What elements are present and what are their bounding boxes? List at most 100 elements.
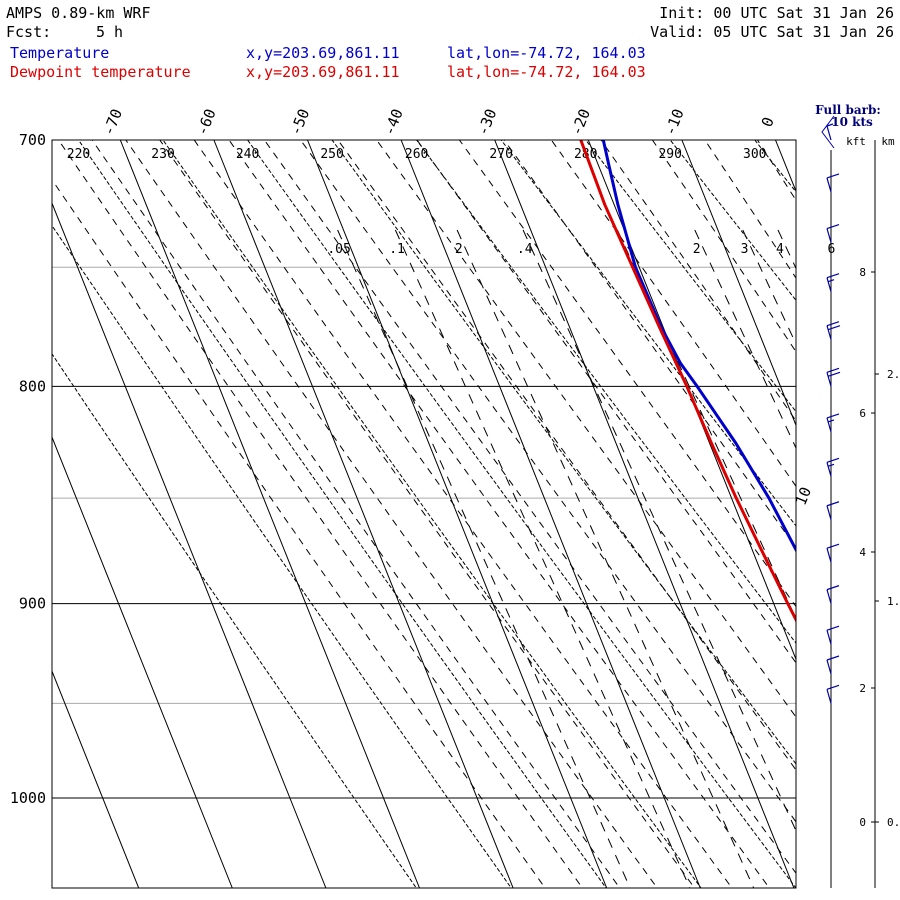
temperature-tick-label: -10 <box>661 106 688 138</box>
km-tick-label: 0. <box>887 816 900 829</box>
isotherm <box>775 140 796 193</box>
dry-adiabat <box>52 224 512 888</box>
mixing-ratio-label: .05 <box>327 242 350 257</box>
mixing-ratio-line <box>830 230 900 888</box>
kft-tick-label: 0 <box>859 816 866 829</box>
kft-tick-label: 6 <box>859 407 866 420</box>
isotherm <box>52 435 233 888</box>
temperature-tick-label: -40 <box>380 106 407 138</box>
wind-barb <box>826 223 840 243</box>
temperature-profile <box>601 140 796 554</box>
mixing-ratio-line <box>456 229 755 888</box>
legend-dewpoint-xy: x,y=203.69,861.11 <box>246 63 400 81</box>
isotherm <box>494 140 795 888</box>
isotherm <box>587 140 796 661</box>
wind-barb-flag <box>826 367 840 373</box>
temperature-tick-label: -70 <box>99 106 126 138</box>
dewpoint-profile <box>579 140 796 623</box>
mixing-ratio-label: .1 <box>389 242 405 257</box>
legend-temperature-latlon: lat,lon=-74.72, 164.03 <box>447 44 646 62</box>
isotherm <box>213 140 514 888</box>
moist-adiabat <box>651 140 796 353</box>
moist-adiabat <box>91 140 621 888</box>
temperature-tick-label: -20 <box>567 106 594 138</box>
skewt-grid-labels: 700 800 900 1000 -70 -60 -50 -40 -30 -20 -10 0 10 220… <box>10 106 835 807</box>
wind-barb <box>826 321 841 340</box>
forecast-label: Fcst: <box>6 23 52 41</box>
mixing-ratio-line <box>522 229 796 832</box>
mixing-ratio-line <box>694 229 796 450</box>
kft-tick-label: 4 <box>859 546 866 559</box>
wind-barb-flag <box>826 543 840 549</box>
km-tick-label: 1. <box>887 595 900 608</box>
dry-adiabat <box>77 140 607 888</box>
wind-barb-staff <box>826 325 832 340</box>
wind-barb-staff <box>826 659 832 675</box>
wind-barb <box>826 655 840 675</box>
wind-barb-flag <box>827 371 841 377</box>
mixing-ratio-label: 2 <box>693 242 701 257</box>
pressure-tick-label: 700 <box>19 131 46 149</box>
wind-barb-staff <box>826 277 832 292</box>
legend-dewpoint-name: Dewpoint temperature <box>10 63 191 81</box>
wind-barb-staff <box>826 125 832 141</box>
moist-adiabat <box>704 140 796 279</box>
plot-frame <box>51 139 797 889</box>
pressure-tick-label: 1000 <box>10 789 46 807</box>
wind-barb-staff <box>826 462 832 477</box>
wind-barb-panel: Full barb:10 kts kft km 8 6 4 2 0 2. 1. 0. <box>815 103 900 888</box>
wind-barb <box>826 543 840 563</box>
wind-barb-staff <box>826 548 832 563</box>
wind-barb-half-flag <box>826 123 834 127</box>
moist-adiabat <box>337 140 796 771</box>
legend-barb <box>821 115 835 149</box>
mixing-ratio-label: 2 <box>455 242 463 257</box>
wind-barb-half-flag <box>827 419 835 423</box>
temperature-tick-label: -60 <box>193 106 220 138</box>
mixing-ratio-label: .4 <box>517 242 533 257</box>
wind-barb-staff <box>826 505 832 520</box>
km-axis-label: km <box>881 135 895 148</box>
dry-adiabat <box>415 140 796 644</box>
wind-panel-title: Full barb: <box>815 103 881 117</box>
moist-adiabat <box>299 140 796 823</box>
mixing-ratio-line <box>337 229 631 888</box>
dry-adiabat <box>162 140 702 888</box>
temperature-tick-label: 0 <box>758 115 778 130</box>
isotherm <box>400 140 701 888</box>
dry-adiabat <box>331 140 796 765</box>
dry-adiabat <box>754 140 796 193</box>
wind-barb-staff <box>826 372 832 387</box>
mixing-ratio-label: 4 <box>776 242 784 257</box>
mixing-ratio-line <box>394 229 691 888</box>
mixing-ratio-line <box>616 229 796 620</box>
wind-barb-staff <box>826 177 832 193</box>
isotherm <box>52 201 327 888</box>
dry-adiabat-label: 240 <box>236 147 259 162</box>
wind-barb <box>826 684 840 704</box>
moist-adiabat <box>52 178 546 888</box>
wind-barb-flag <box>826 321 840 327</box>
wind-barb-flag <box>826 684 840 690</box>
dry-adiabat-label: 230 <box>151 147 174 162</box>
moist-adiabat <box>263 140 796 875</box>
isotherm <box>0 140 45 888</box>
forecast-hour: 5 h <box>96 23 124 41</box>
isotherm-side-label: 10 <box>792 484 815 507</box>
dry-adiabat <box>585 140 796 413</box>
wind-barb <box>826 123 834 141</box>
wind-barb-flag <box>826 457 840 463</box>
wind-barb-flag <box>827 325 841 331</box>
dry-adiabat-label: 220 <box>67 147 90 162</box>
moist-adiabat <box>57 140 584 888</box>
isotherm <box>52 669 140 888</box>
kft-tick-label: 2 <box>859 682 866 695</box>
pressure-tick-label: 900 <box>19 595 46 613</box>
moist-adiabat <box>375 140 796 718</box>
moist-adiabat <box>550 140 796 488</box>
mixing-ratio-label: 3 <box>741 242 749 257</box>
wind-barb <box>826 273 840 292</box>
wind-barb-flag <box>826 173 840 179</box>
moist-adiabat <box>228 140 771 888</box>
